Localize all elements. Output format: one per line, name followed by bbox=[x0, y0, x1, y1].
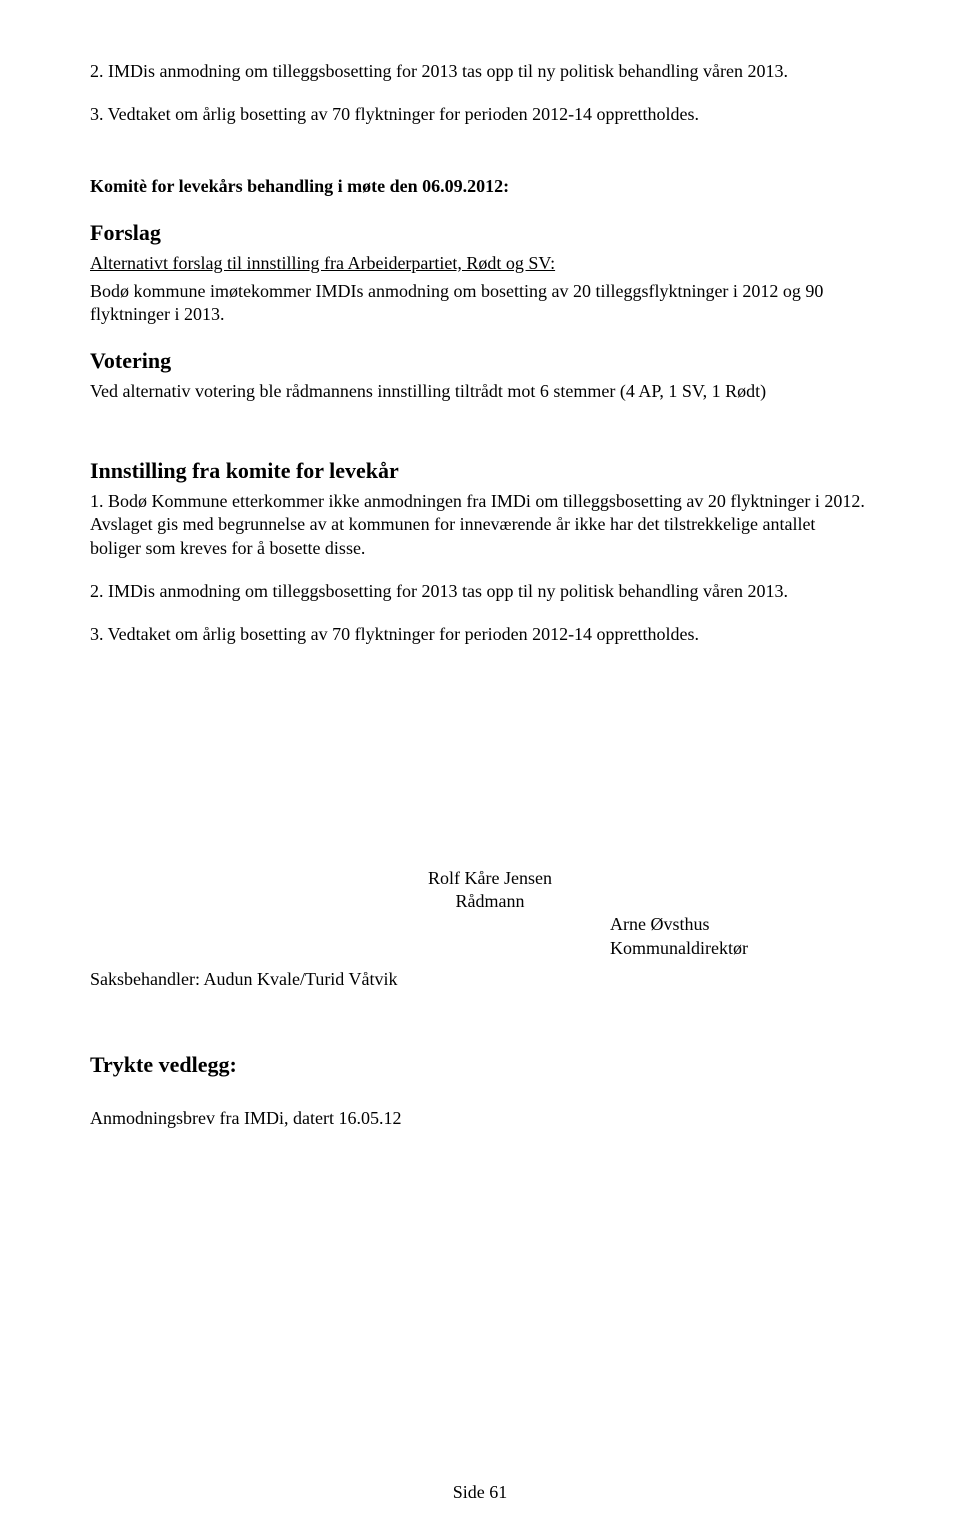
votering-heading: Votering bbox=[90, 348, 870, 374]
paragraph-item-2: 2. IMDis anmodning om tilleggsbosetting … bbox=[90, 60, 870, 83]
innstilling-p2: 2. IMDis anmodning om tilleggsbosetting … bbox=[90, 580, 870, 603]
innstilling-p1: 1. Bodø Kommune etterkommer ikke anmodni… bbox=[90, 490, 870, 560]
signatory2-title: Kommunaldirektør bbox=[610, 937, 870, 960]
komite-heading: Komitè for levekårs behandling i møte de… bbox=[90, 175, 870, 198]
page-footer: Side 61 bbox=[0, 1482, 960, 1503]
signatory-title: Rådmann bbox=[380, 890, 600, 913]
attachment-line: Anmodningsbrev fra IMDi, datert 16.05.12 bbox=[90, 1108, 870, 1129]
attachments-heading: Trykte vedlegg: bbox=[90, 1052, 870, 1078]
signatory2-name: Arne Øvsthus bbox=[610, 913, 870, 936]
forslag-heading: Forslag bbox=[90, 220, 870, 246]
innstilling-heading: Innstilling fra komite for levekår bbox=[90, 458, 870, 484]
forslag-body: Bodø kommune imøtekommer IMDIs anmodning… bbox=[90, 280, 870, 327]
signature-block: Rolf Kåre Jensen Rådmann Arne Øvsthus Ko… bbox=[90, 867, 870, 992]
case-handler: Saksbehandler: Audun Kvale/Turid Våtvik bbox=[90, 968, 870, 991]
paragraph-item-3: 3. Vedtaket om årlig bosetting av 70 fly… bbox=[90, 103, 870, 126]
forslag-subheading: Alternativt forslag til innstilling fra … bbox=[90, 252, 870, 275]
signatory-name: Rolf Kåre Jensen bbox=[380, 867, 600, 890]
votering-body: Ved alternativ votering ble rådmannens i… bbox=[90, 380, 870, 403]
document-page: 2. IMDis anmodning om tilleggsbosetting … bbox=[0, 0, 960, 1539]
innstilling-p3: 3. Vedtaket om årlig bosetting av 70 fly… bbox=[90, 623, 870, 646]
